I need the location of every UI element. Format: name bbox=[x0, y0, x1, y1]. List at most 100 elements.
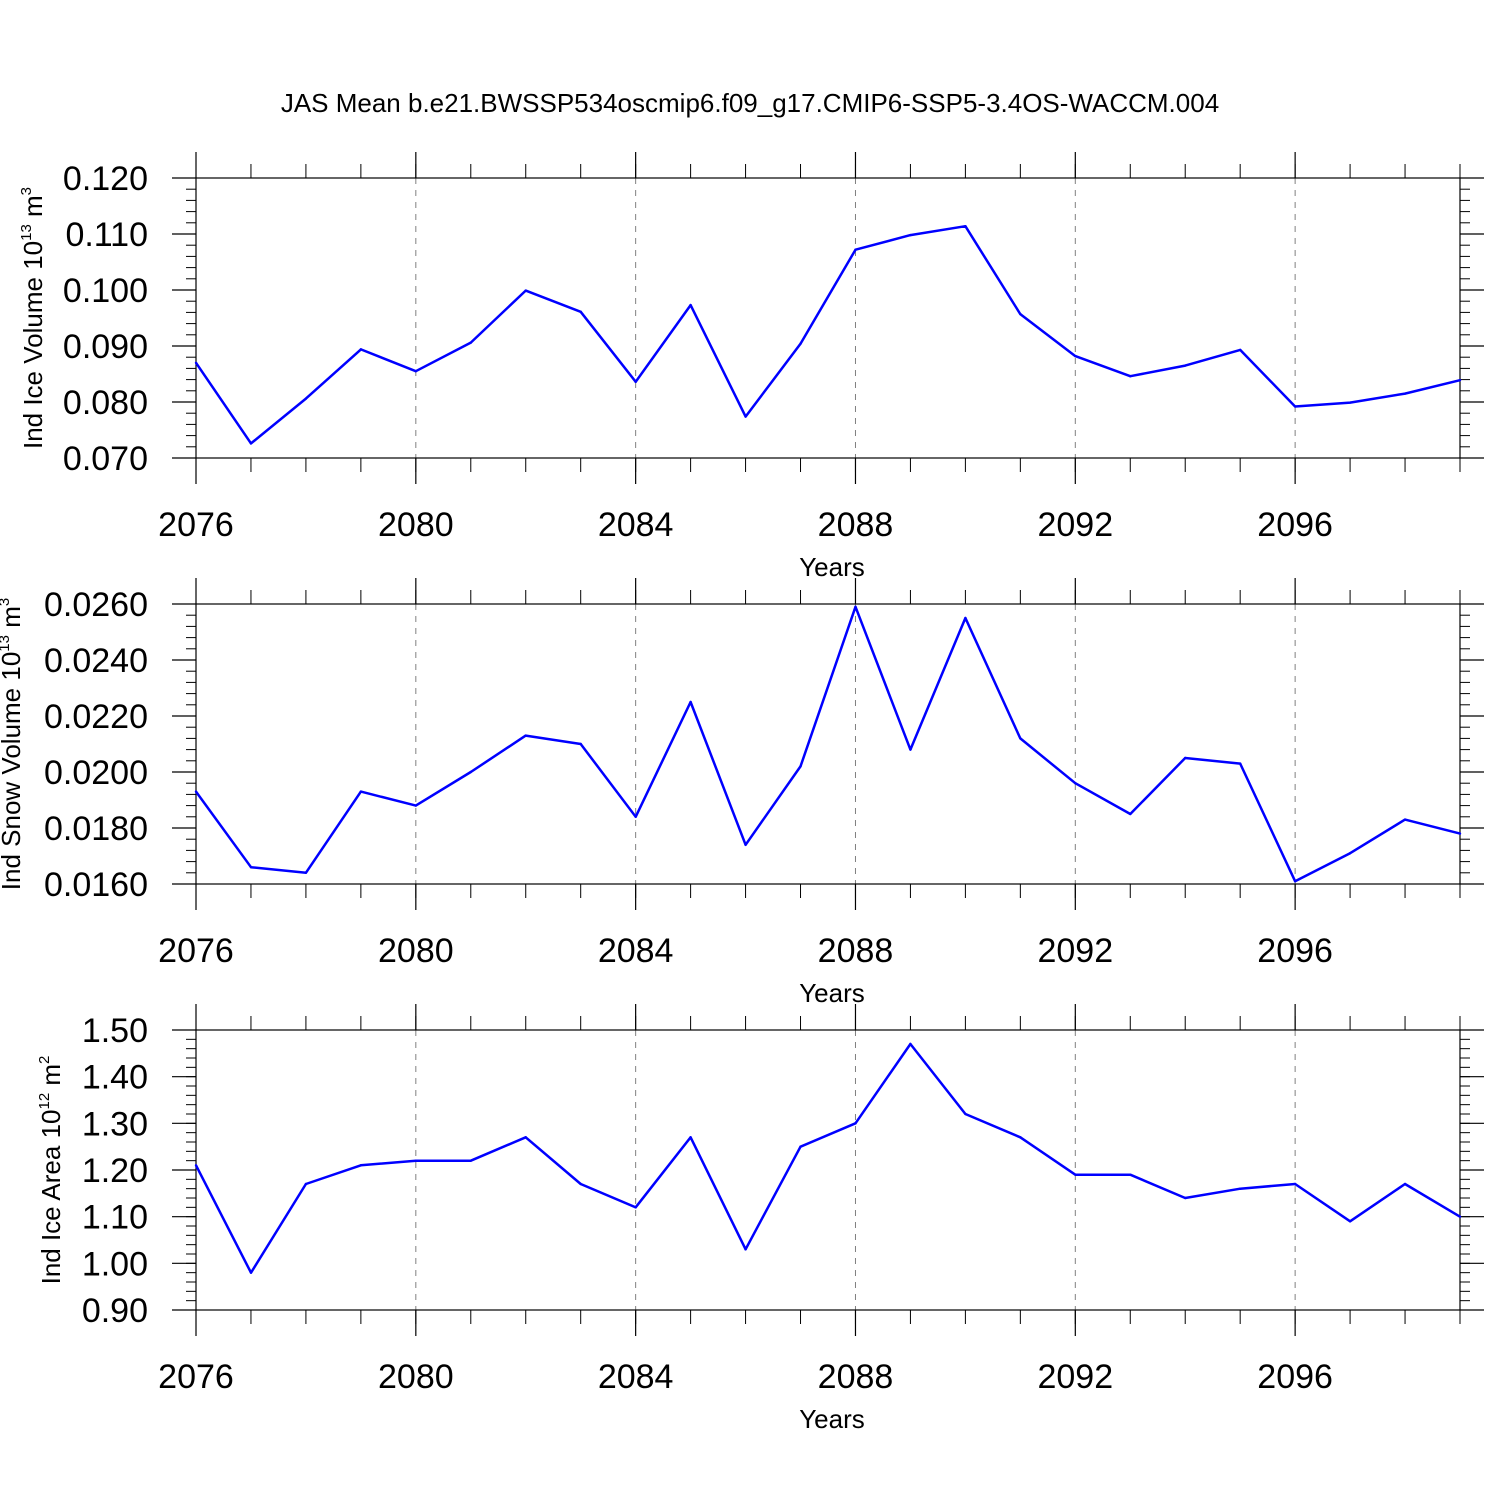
data-point bbox=[854, 1122, 857, 1125]
y-tick-label: 0.0160 bbox=[44, 866, 148, 904]
data-point bbox=[854, 605, 857, 608]
data-point bbox=[1348, 1220, 1352, 1223]
y-tick-label: 1.50 bbox=[82, 1012, 148, 1050]
x-axis-title: Years bbox=[799, 552, 865, 582]
data-point bbox=[579, 742, 582, 746]
data-point bbox=[359, 790, 363, 793]
x-tick-label: 2092 bbox=[1037, 932, 1113, 970]
data-point bbox=[1184, 1196, 1187, 1200]
data-point bbox=[194, 361, 198, 364]
data-point bbox=[1019, 312, 1022, 316]
data-point bbox=[909, 748, 912, 751]
x-tick-label: 2084 bbox=[598, 1358, 674, 1396]
data-point bbox=[524, 289, 527, 292]
data-point bbox=[744, 1248, 747, 1251]
x-tick-label: 2080 bbox=[378, 506, 454, 544]
data-point bbox=[359, 348, 363, 351]
data-point bbox=[304, 1182, 308, 1186]
data-point bbox=[1348, 401, 1352, 404]
data-point bbox=[1403, 818, 1407, 821]
plot-frame bbox=[195, 603, 1461, 885]
x-tick-label: 2088 bbox=[818, 506, 894, 544]
y-tick-label: 0.080 bbox=[63, 384, 148, 422]
x-tick-label: 2088 bbox=[818, 932, 894, 970]
series-line-ind-snow-volume bbox=[194, 605, 1461, 883]
data-point bbox=[304, 397, 308, 400]
series-line-ind-ice-area bbox=[194, 1042, 1461, 1274]
chart-panel-2: 0.0160 0.0180 0.0200 0.0220 0.0240 0.0260 2076… bbox=[0, 578, 1484, 1008]
x-axis-title: Years bbox=[799, 978, 865, 1008]
data-point bbox=[414, 1159, 418, 1162]
data-point bbox=[194, 790, 198, 793]
data-point bbox=[634, 815, 637, 818]
data-point bbox=[1348, 852, 1352, 855]
data-point bbox=[1129, 1173, 1132, 1176]
data-point bbox=[689, 303, 692, 307]
data-point bbox=[469, 1159, 472, 1162]
data-point bbox=[964, 1112, 967, 1116]
y-tick-label: 0.0260 bbox=[44, 586, 148, 624]
data-point bbox=[414, 370, 418, 373]
data-point bbox=[249, 442, 253, 445]
x-tick-label: 2076 bbox=[158, 932, 234, 970]
data-point bbox=[579, 1182, 582, 1186]
data-point bbox=[524, 1136, 527, 1139]
y-tick-label: 1.10 bbox=[82, 1199, 148, 1237]
chart-panel-1: 0.070 0.080 0.090 0.100 0.110 0.120 2076 2080 20… bbox=[18, 152, 1484, 582]
y-tick-label: 0.90 bbox=[82, 1292, 148, 1330]
data-point bbox=[689, 1136, 692, 1139]
data-point bbox=[964, 616, 967, 620]
x-tick-label: 2084 bbox=[598, 506, 674, 544]
y-tick-label: 0.0240 bbox=[44, 642, 148, 680]
y-tick-label: 1.20 bbox=[82, 1152, 148, 1190]
data-point bbox=[1458, 832, 1462, 835]
y-tick-label: 0.110 bbox=[65, 216, 148, 254]
plot-frame bbox=[195, 1029, 1461, 1311]
data-point bbox=[304, 871, 308, 874]
y-axis-title: Ind Ice Volume 1013 m3 bbox=[18, 187, 48, 449]
data-point bbox=[1403, 392, 1407, 395]
data-point bbox=[1129, 812, 1132, 816]
data-point bbox=[909, 233, 912, 237]
x-tick-label: 2080 bbox=[378, 1358, 454, 1396]
data-point bbox=[854, 248, 857, 251]
data-point bbox=[1238, 1187, 1242, 1190]
x-tick-label: 2096 bbox=[1257, 932, 1333, 970]
data-point bbox=[469, 341, 472, 344]
y-tick-label: 0.100 bbox=[63, 272, 148, 310]
data-point bbox=[634, 1206, 637, 1209]
data-point bbox=[1403, 1182, 1407, 1186]
x-tick-label: 2096 bbox=[1257, 506, 1333, 544]
y-tick-label: 0.0200 bbox=[44, 754, 148, 792]
data-point bbox=[1458, 378, 1462, 382]
data-point bbox=[579, 310, 582, 314]
data-point bbox=[909, 1042, 912, 1046]
data-point bbox=[1458, 1215, 1462, 1218]
data-point bbox=[469, 770, 472, 774]
x-tick-label: 2076 bbox=[158, 1358, 234, 1396]
y-tick-label: 0.090 bbox=[63, 328, 148, 366]
data-point bbox=[1184, 364, 1187, 367]
data-point bbox=[1293, 405, 1297, 408]
y-tick-label: 0.0220 bbox=[44, 698, 148, 736]
data-point bbox=[1238, 348, 1242, 352]
x-tick-label: 2092 bbox=[1037, 506, 1113, 544]
plot-frame bbox=[195, 177, 1461, 459]
data-point bbox=[249, 1271, 253, 1274]
data-point bbox=[799, 765, 802, 768]
x-tick-label: 2088 bbox=[818, 1358, 894, 1396]
x-tick-label: 2084 bbox=[598, 932, 674, 970]
chart-panel-3: 0.90 1.00 1.10 1.20 1.30 1.40 1.50 2076 2080 2084… bbox=[36, 1004, 1484, 1434]
x-tick-label: 2092 bbox=[1037, 1358, 1113, 1396]
data-point bbox=[1019, 737, 1022, 740]
y-axis-title: Ind Ice Area 1012 m2 bbox=[36, 1056, 66, 1285]
data-point bbox=[194, 1164, 198, 1167]
x-tick-label: 2076 bbox=[158, 506, 234, 544]
y-tick-label: 0.0180 bbox=[44, 810, 148, 848]
data-point bbox=[524, 734, 527, 737]
data-point bbox=[799, 342, 802, 345]
x-tick-label: 2096 bbox=[1257, 1358, 1333, 1396]
y-tick-label: 1.00 bbox=[82, 1245, 148, 1283]
